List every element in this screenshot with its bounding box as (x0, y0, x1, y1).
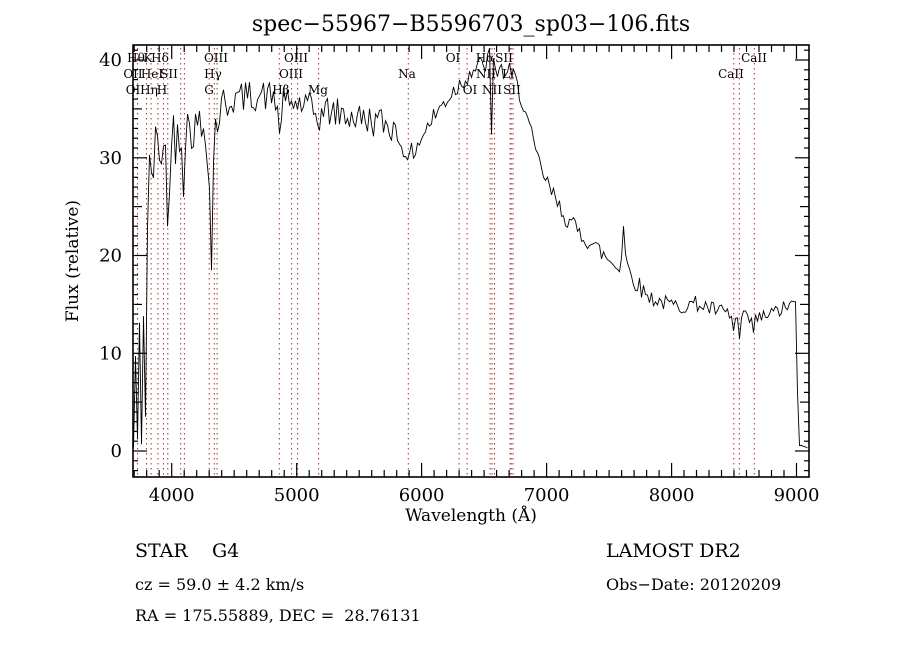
y-tick-label: 20 (99, 246, 122, 267)
line-label: OI (446, 51, 461, 65)
survey-release-label: LAMOST DR2 (606, 540, 741, 562)
line-label: SII (503, 83, 521, 97)
line-label: Hβ (272, 83, 289, 97)
line-label: Hδ (151, 51, 169, 65)
plot-frame (132, 44, 810, 478)
line-label: Hγ (204, 67, 222, 81)
line-label: Mg (308, 83, 328, 97)
x-tick-label: 4000 (149, 485, 195, 506)
line-label: H (157, 83, 167, 97)
x-tick-label: 6000 (399, 485, 445, 506)
obs-date-label: Obs−Date: 20120209 (606, 575, 781, 594)
line-label: HeI (141, 67, 164, 81)
object-class-label: STAR (135, 540, 188, 562)
line-label: Hα (476, 51, 495, 65)
y-tick-label: 10 (99, 343, 122, 364)
line-label: Hθ (127, 51, 145, 65)
y-tick-label: 40 (99, 50, 122, 71)
line-label: SII (160, 67, 178, 81)
axes-frame-and-ticks (132, 44, 810, 478)
line-label: Na (398, 67, 416, 81)
ra-dec-label: RA = 175.55889, DEC = 28.76131 (135, 606, 421, 625)
line-label: CaII (741, 51, 767, 65)
line-label: OI (463, 83, 478, 97)
line-label: G (204, 83, 214, 97)
x-axis-label: Wavelength (Å) (405, 505, 537, 526)
y-tick-label: 0 (111, 441, 122, 462)
line-label: Li (502, 67, 514, 81)
line-label: OIII (279, 67, 303, 81)
spectrum-path (133, 48, 808, 449)
line-label: CaII (718, 67, 744, 81)
y-tick-label: 30 (99, 148, 122, 169)
spectrum-trace (133, 48, 808, 449)
line-label: OIII (204, 51, 228, 65)
spectral-line-markers (137, 48, 755, 475)
line-label: K (144, 51, 154, 65)
x-tick-label: 5000 (274, 485, 320, 506)
y-axis-label: Flux (relative) (63, 200, 83, 322)
x-tick-label: 8000 (649, 485, 695, 506)
cz-value-label: cz = 59.0 ± 4.2 km/s (135, 575, 304, 594)
line-label: SII (495, 51, 513, 65)
axis-tick-labels: 4000 5000 6000 7000 8000 9000 0 10 20 30 40 (99, 50, 819, 506)
object-subclass-label: G4 (212, 540, 239, 562)
line-label: Hη (140, 83, 158, 97)
x-tick-label: 9000 (774, 485, 820, 506)
chart-title: spec−55967−B5596703_sp03−106.fits (252, 12, 690, 37)
line-label: NII (482, 83, 502, 97)
x-tick-label: 7000 (524, 485, 570, 506)
line-label: NII (476, 67, 496, 81)
